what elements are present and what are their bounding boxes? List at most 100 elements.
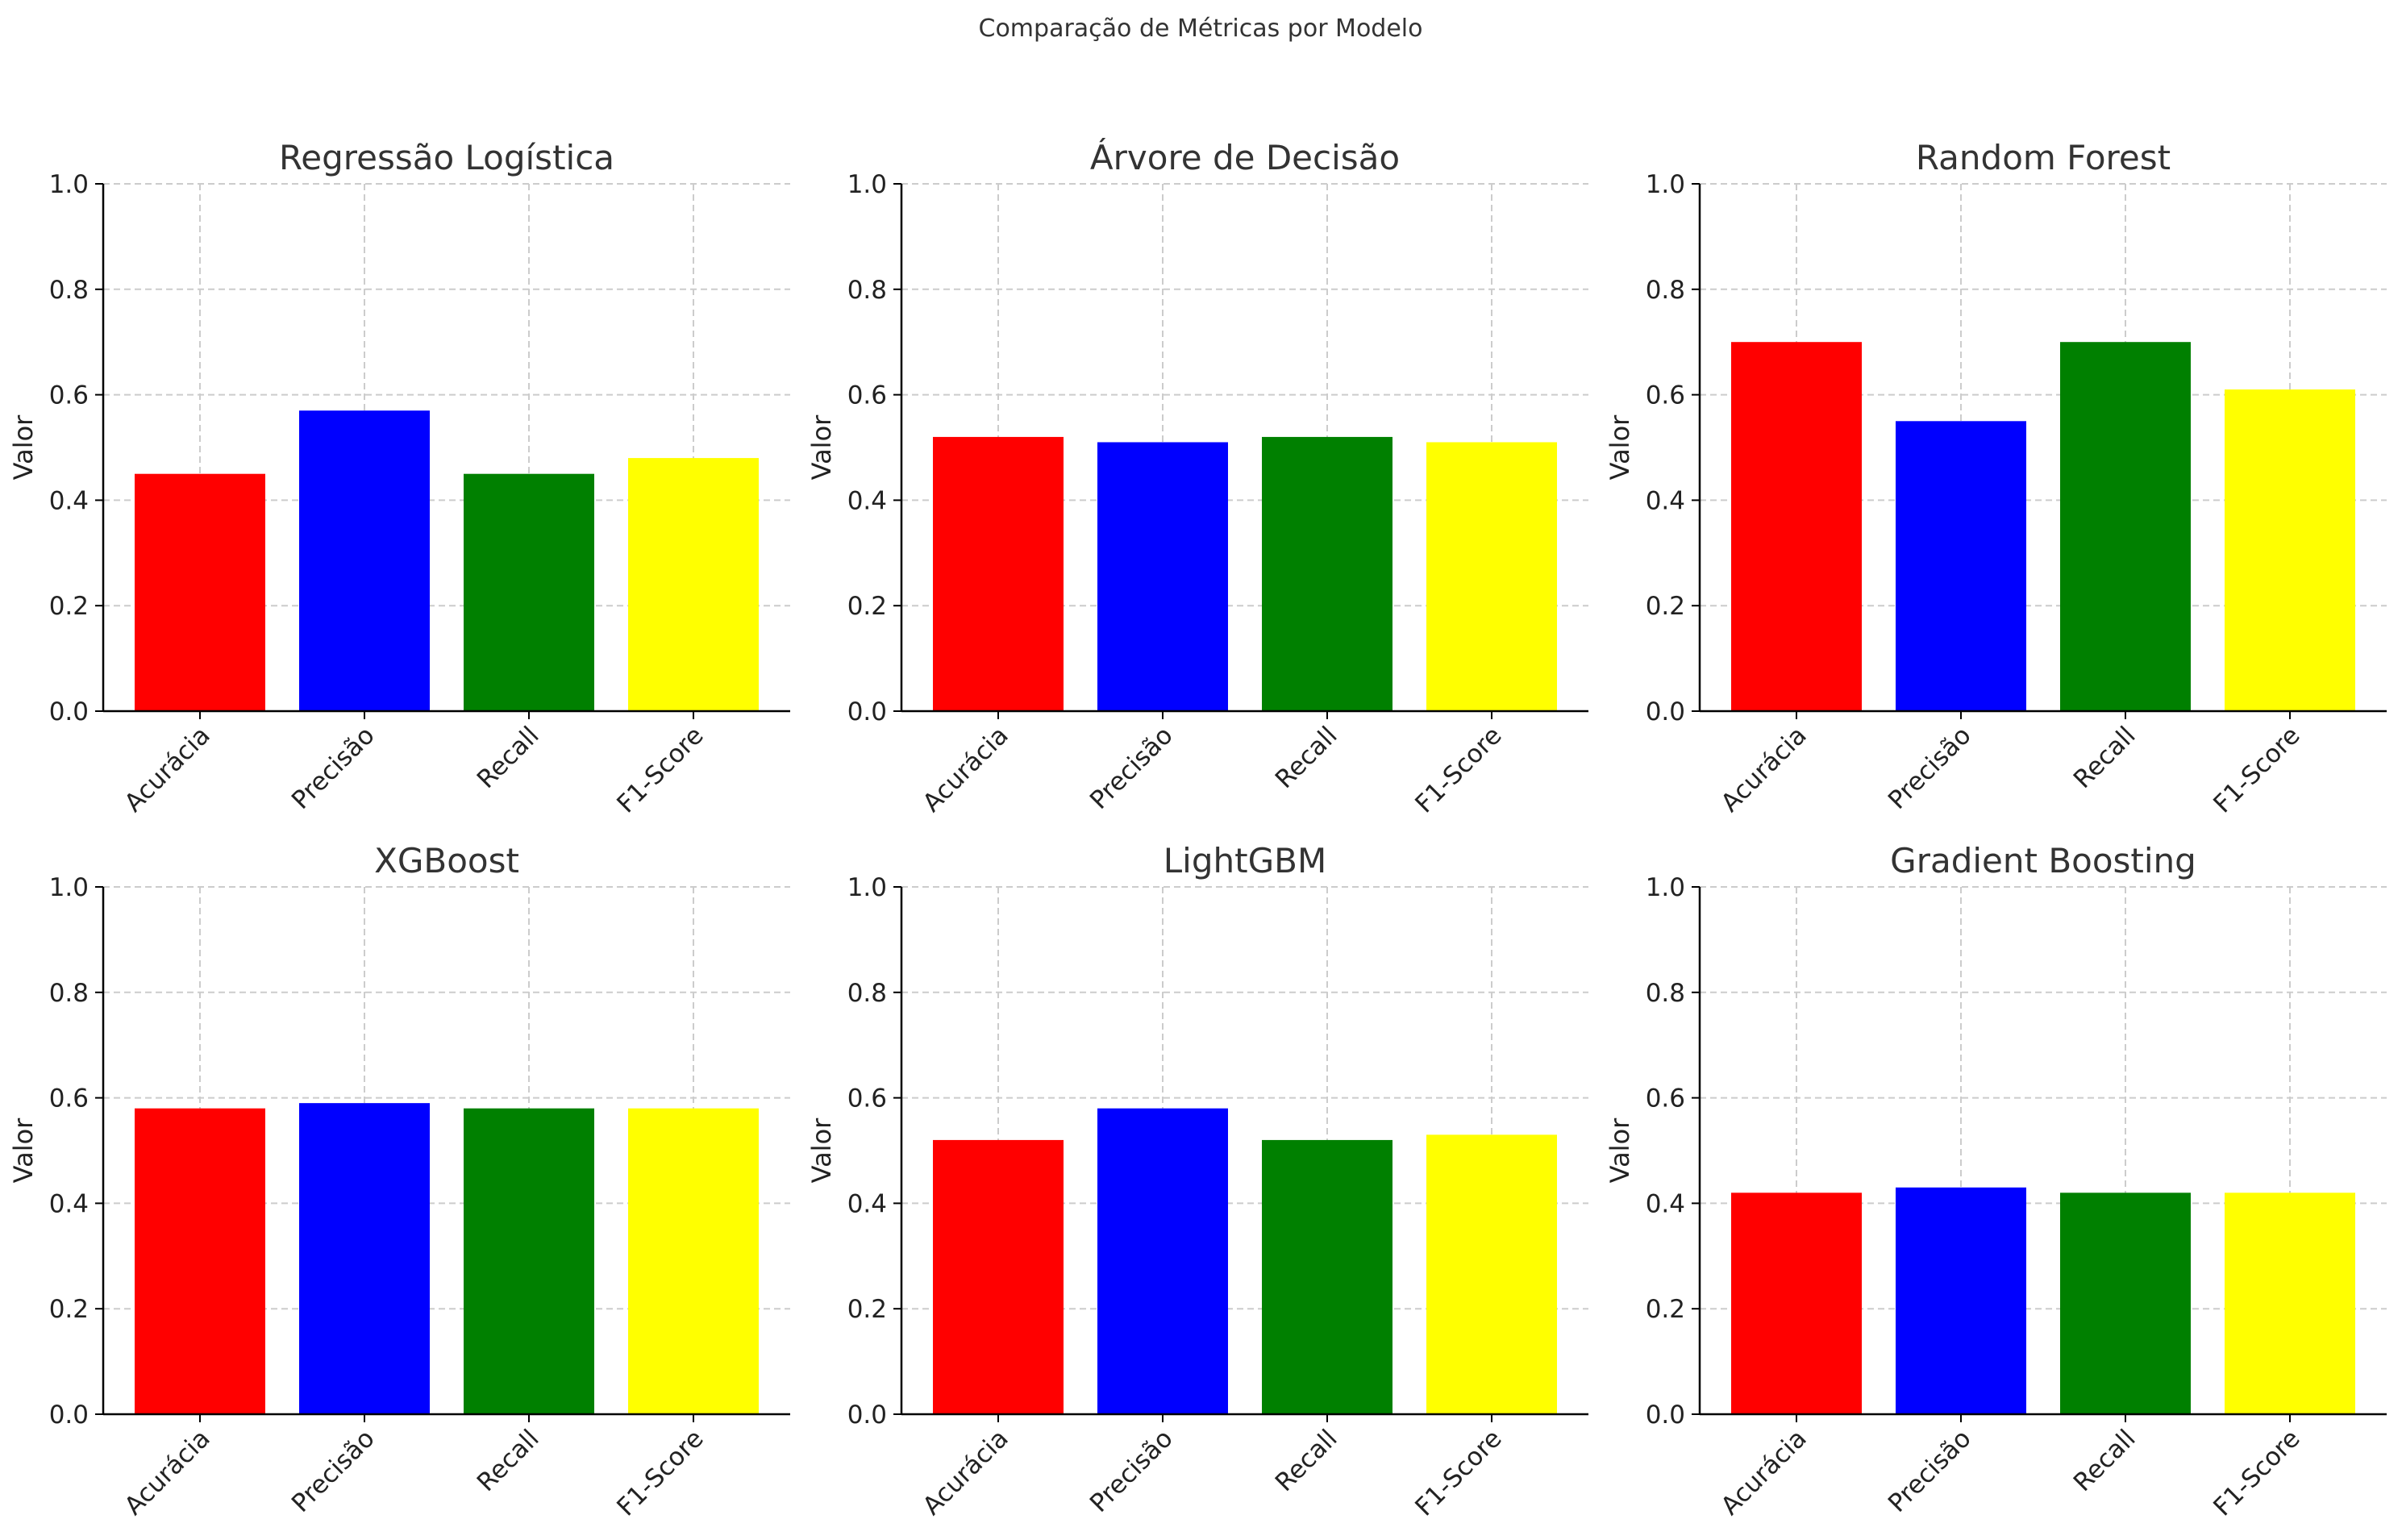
y-tick-label: 1.0 bbox=[1646, 873, 1685, 902]
y-tick-label: 0.4 bbox=[847, 1189, 887, 1218]
bar-acuracia bbox=[135, 1108, 265, 1414]
y-tick-label: 1.0 bbox=[847, 170, 887, 199]
x-tick-label: Precisão bbox=[286, 1424, 381, 1518]
y-tick-label: 0.8 bbox=[1646, 979, 1685, 1008]
y-tick-label: 0.6 bbox=[847, 1084, 887, 1113]
x-tick-labels: Acurácia Precisão Recall F1-Score bbox=[918, 711, 1508, 819]
panel-title: Regressão Logística bbox=[279, 138, 614, 177]
y-tick-label: 0.4 bbox=[1646, 486, 1685, 515]
x-tick-label: Recall bbox=[472, 721, 545, 794]
bars bbox=[933, 1108, 1557, 1414]
bars bbox=[1731, 342, 2355, 711]
panel-title: Random Forest bbox=[1916, 138, 2171, 177]
y-tick-labels: 0.0 0.2 0.4 0.6 0.8 1.0 bbox=[847, 170, 901, 726]
x-tick-labels: Acurácia Precisão Recall F1-Score bbox=[918, 1414, 1508, 1522]
x-tick-label: Acurácia bbox=[1716, 1424, 1813, 1521]
y-axis-label: Valor bbox=[8, 1118, 39, 1183]
y-tick-label: 0.6 bbox=[1646, 1084, 1685, 1113]
bar-precisao bbox=[299, 410, 430, 711]
y-tick-label: 0.6 bbox=[1646, 381, 1685, 410]
y-tick-label: 0.6 bbox=[847, 381, 887, 410]
x-tick-labels: Acurácia Precisão Recall F1-Score bbox=[119, 711, 710, 819]
bar-precisao bbox=[1896, 1187, 2026, 1414]
bar-f1-score bbox=[1426, 1134, 1557, 1414]
y-tick-labels: 0.0 0.2 0.4 0.6 0.8 1.0 bbox=[1646, 170, 1700, 726]
x-tick-label: Precisão bbox=[1084, 721, 1179, 815]
y-tick-label: 0.2 bbox=[1646, 592, 1685, 621]
y-tick-label: 0.2 bbox=[49, 1295, 89, 1324]
y-tick-labels: 0.0 0.2 0.4 0.6 0.8 1.0 bbox=[49, 170, 103, 726]
bar-f1-score bbox=[628, 1108, 759, 1414]
figure-title: Comparação de Métricas por Modelo bbox=[979, 15, 1423, 43]
y-tick-label: 0.0 bbox=[1646, 697, 1685, 726]
y-tick-label: 1.0 bbox=[49, 170, 89, 199]
bars bbox=[933, 436, 1557, 711]
y-tick-labels: 0.0 0.2 0.4 0.6 0.8 1.0 bbox=[1646, 873, 1700, 1430]
bars bbox=[135, 410, 759, 711]
x-tick-label: Acurácia bbox=[119, 721, 216, 818]
panel-title: XGBoost bbox=[374, 841, 519, 880]
y-tick-label: 0.8 bbox=[847, 276, 887, 305]
panel-gradient-boosting: Gradient Boosting 0.0 0.2 0.4 0.6 0.8 1.0 Acurá… bbox=[1605, 841, 2387, 1522]
y-axis-label: Valor bbox=[1605, 414, 1635, 480]
x-tick-label: Recall bbox=[472, 1424, 545, 1497]
bar-precisao bbox=[1097, 1108, 1228, 1414]
x-tick-label: F1-Score bbox=[1409, 721, 1507, 818]
y-tick-label: 0.0 bbox=[49, 1401, 89, 1430]
bar-acuracia bbox=[135, 473, 265, 711]
y-axis-label: Valor bbox=[806, 1118, 837, 1183]
panel-arvore-de-decisao: Árvore de Decisão 0.0 0.2 0.4 0.6 0.8 1.0 Acurá… bbox=[806, 137, 1588, 819]
y-tick-labels: 0.0 0.2 0.4 0.6 0.8 1.0 bbox=[847, 873, 901, 1430]
panel-regressao-logistica: Regressão Logística 0.0 0.2 0.4 0.6 0.8 1.0 Acu… bbox=[8, 138, 790, 819]
x-tick-label: Recall bbox=[1270, 1424, 1343, 1497]
panel-lightgbm: LightGBM 0.0 0.2 0.4 0.6 0.8 1.0 Acurácia Precis… bbox=[806, 841, 1588, 1522]
y-tick-label: 0.6 bbox=[49, 1084, 89, 1113]
bars bbox=[1731, 1187, 2355, 1414]
y-tick-label: 0.4 bbox=[49, 486, 89, 515]
y-tick-label: 0.4 bbox=[49, 1189, 89, 1218]
bar-precisao bbox=[1896, 421, 2026, 711]
y-tick-label: 1.0 bbox=[1646, 170, 1685, 199]
x-tick-label: F1-Score bbox=[611, 1424, 709, 1521]
x-tick-label: Recall bbox=[2068, 721, 2142, 794]
y-tick-label: 0.6 bbox=[49, 381, 89, 410]
y-axis-label: Valor bbox=[8, 414, 39, 480]
x-tick-label: Recall bbox=[1270, 721, 1343, 794]
x-tick-label: Precisão bbox=[1883, 721, 1977, 815]
y-tick-label: 0.8 bbox=[1646, 276, 1685, 305]
bar-f1-score bbox=[2225, 389, 2355, 711]
y-tick-labels: 0.0 0.2 0.4 0.6 0.8 1.0 bbox=[49, 873, 103, 1430]
x-tick-labels: Acurácia Precisão Recall F1-Score bbox=[1716, 1414, 2306, 1522]
bar-acuracia bbox=[933, 1139, 1064, 1414]
y-tick-label: 0.8 bbox=[49, 979, 89, 1008]
y-tick-label: 1.0 bbox=[49, 873, 89, 902]
y-tick-label: 0.2 bbox=[1646, 1295, 1685, 1324]
bar-recall bbox=[1262, 1139, 1392, 1414]
bar-precisao bbox=[1097, 442, 1228, 711]
y-tick-label: 1.0 bbox=[847, 873, 887, 902]
x-tick-label: Acurácia bbox=[119, 1424, 216, 1521]
x-tick-label: F1-Score bbox=[1409, 1424, 1507, 1521]
bar-recall bbox=[464, 473, 594, 711]
x-tick-label: Precisão bbox=[1883, 1424, 1977, 1518]
panel-xgboost: XGBoost 0.0 0.2 0.4 0.6 0.8 1.0 Acurácia Precisã… bbox=[8, 841, 790, 1522]
bar-acuracia bbox=[1731, 342, 1862, 711]
x-tick-label: Precisão bbox=[1084, 1424, 1179, 1518]
y-tick-label: 0.2 bbox=[847, 1295, 887, 1324]
y-tick-label: 0.8 bbox=[49, 276, 89, 305]
bar-acuracia bbox=[933, 436, 1064, 711]
y-tick-label: 0.4 bbox=[1646, 1189, 1685, 1218]
x-tick-labels: Acurácia Precisão Recall F1-Score bbox=[1716, 711, 2306, 819]
panel-title: Árvore de Decisão bbox=[1090, 137, 1400, 177]
x-tick-label: F1-Score bbox=[611, 721, 709, 818]
bar-f1-score bbox=[1426, 442, 1557, 711]
bar-recall bbox=[464, 1108, 594, 1414]
panel-title: LightGBM bbox=[1164, 841, 1326, 880]
x-tick-labels: Acurácia Precisão Recall F1-Score bbox=[119, 1414, 710, 1522]
bar-recall bbox=[2060, 1192, 2191, 1414]
bar-f1-score bbox=[628, 458, 759, 711]
x-tick-label: Acurácia bbox=[1716, 721, 1813, 818]
y-tick-label: 0.0 bbox=[49, 697, 89, 726]
y-tick-label: 0.4 bbox=[847, 486, 887, 515]
x-tick-label: F1-Score bbox=[2208, 721, 2305, 818]
